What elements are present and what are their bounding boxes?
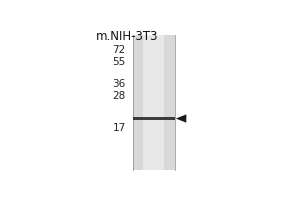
Bar bbox=[133, 117, 175, 120]
Bar bbox=[143, 35, 164, 170]
Bar bbox=[133, 35, 175, 170]
Text: 28: 28 bbox=[112, 91, 126, 101]
Text: 55: 55 bbox=[112, 57, 126, 67]
Text: m.NIH-3T3: m.NIH-3T3 bbox=[96, 30, 158, 43]
Polygon shape bbox=[176, 114, 186, 123]
Text: 72: 72 bbox=[112, 45, 126, 55]
Text: 17: 17 bbox=[112, 123, 126, 133]
Text: 36: 36 bbox=[112, 79, 126, 89]
